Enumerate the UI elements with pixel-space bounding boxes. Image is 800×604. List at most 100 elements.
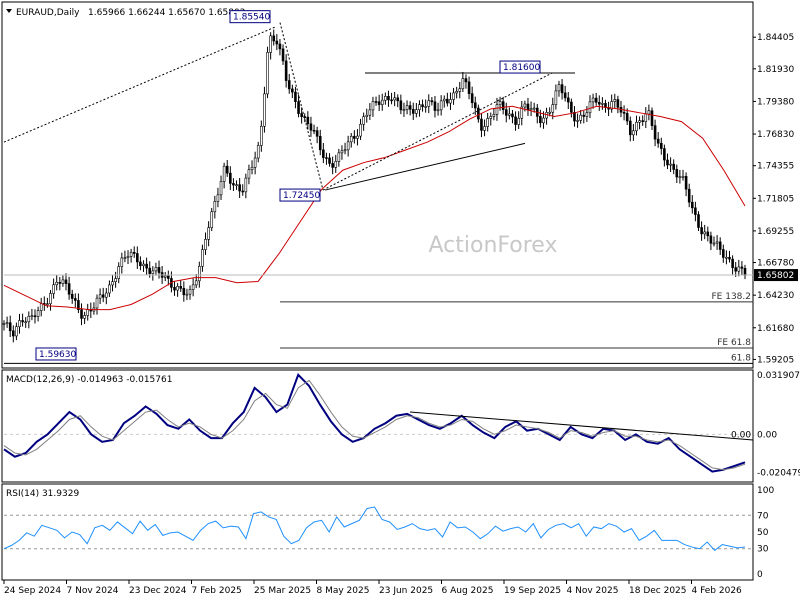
price-axis: 1.84405 1.81930 1.79380 1.76830 1.74355 1.718…	[753, 33, 798, 365]
candle-body	[430, 100, 434, 103]
candle-body	[675, 169, 679, 178]
annotation-label: 1.72450	[283, 191, 320, 201]
candle-body	[191, 284, 195, 290]
candle-body	[368, 109, 372, 116]
candle-body	[402, 109, 406, 111]
annotation-box	[499, 60, 541, 74]
candle-body	[331, 163, 334, 168]
candle-body	[390, 99, 393, 102]
candle-body	[136, 253, 139, 263]
candle-body	[225, 165, 229, 174]
candle-body	[216, 194, 220, 202]
candle-body	[504, 109, 508, 116]
candle-body	[55, 281, 59, 286]
candle-body	[467, 81, 471, 94]
candle-body	[672, 163, 675, 170]
candle-body	[721, 249, 725, 258]
y-tick-label: 1.61680	[757, 324, 794, 334]
candle-body	[439, 100, 443, 111]
candle-body	[235, 184, 238, 186]
candle-body	[349, 135, 353, 143]
rsi-y-tick-label: 100	[757, 486, 774, 496]
candle-body	[610, 101, 613, 110]
y-tick-label: 1.79380	[757, 97, 794, 107]
candle-body	[436, 109, 440, 112]
last-price-label: 1.65802	[757, 271, 794, 281]
rsi-line	[3, 506, 746, 552]
candle-body	[743, 268, 747, 276]
candle-body	[622, 111, 626, 114]
candle-body	[291, 88, 294, 93]
candle-body	[514, 116, 517, 125]
candle-body	[167, 275, 170, 279]
annotation-label: 1.59630	[39, 350, 76, 360]
candle-body	[532, 107, 536, 110]
macd-trendline	[409, 411, 754, 441]
candle-body	[523, 103, 527, 108]
candle-body	[74, 298, 77, 301]
candle-body	[656, 138, 660, 144]
y-tick-label: 1.66780	[757, 259, 794, 269]
candle-body	[591, 97, 595, 103]
candle-body	[157, 267, 161, 273]
macd-y-tick-label: 0.00	[757, 430, 777, 440]
candle-body	[325, 157, 328, 159]
x-tick-label: 18 Dec 2025	[629, 586, 687, 596]
candle-body	[542, 117, 545, 124]
candle-body	[61, 279, 65, 284]
candle-body	[508, 113, 511, 116]
candle-body	[145, 263, 148, 269]
candle-body	[294, 91, 297, 102]
candle-body	[486, 118, 489, 127]
candle-body	[154, 267, 158, 272]
macd-zero-label: 0.00	[731, 430, 751, 440]
candle-body	[27, 315, 31, 323]
candle-body	[455, 91, 458, 94]
candle-body	[387, 96, 390, 101]
candle-body	[399, 100, 403, 111]
candle-body	[700, 227, 703, 235]
candle-body	[337, 152, 341, 162]
y-tick-label: 1.81930	[757, 65, 794, 75]
candle-body	[247, 169, 251, 179]
candle-body	[111, 281, 114, 286]
candle-body	[374, 101, 378, 103]
price-panel-title: EURAUD,Daily	[16, 8, 80, 18]
candle-body	[396, 97, 400, 102]
macd-panel-title: MACD(12,26,9) -0.014963 -0.015761	[6, 375, 172, 385]
candle-body	[365, 114, 369, 117]
candle-body	[495, 104, 499, 115]
macd-lines	[3, 372, 754, 473]
candle-body	[638, 120, 641, 123]
candle-body	[353, 135, 356, 139]
candle-body	[198, 265, 201, 282]
candle-body	[684, 176, 688, 190]
candle-body	[284, 60, 288, 81]
candle-body	[163, 275, 167, 278]
fe-level-label: FE 138.2	[712, 292, 752, 302]
candle-body	[473, 102, 477, 109]
candle-body	[669, 163, 672, 166]
y-tick-label: 1.74355	[757, 162, 794, 172]
candle-body	[24, 321, 28, 324]
candle-body	[129, 251, 133, 257]
candle-body	[576, 120, 579, 122]
candle-body	[678, 176, 682, 179]
candle-body	[30, 315, 34, 318]
candle-body	[563, 92, 567, 99]
rsi-line	[3, 506, 753, 552]
candle-body	[356, 135, 359, 139]
annotation-label: 1.85540	[233, 13, 270, 23]
candle-body	[421, 104, 424, 108]
candle-body	[377, 101, 381, 105]
candle-body	[687, 188, 691, 203]
candle-body	[712, 242, 716, 245]
candle-body	[597, 102, 601, 105]
x-tick-label: 24 Sep 2024	[4, 586, 61, 596]
candle-body	[201, 249, 204, 267]
candle-body	[58, 281, 62, 284]
candle-body	[625, 113, 629, 122]
candle-body	[442, 98, 446, 102]
candle-body	[725, 256, 728, 259]
candle-body	[635, 121, 638, 132]
